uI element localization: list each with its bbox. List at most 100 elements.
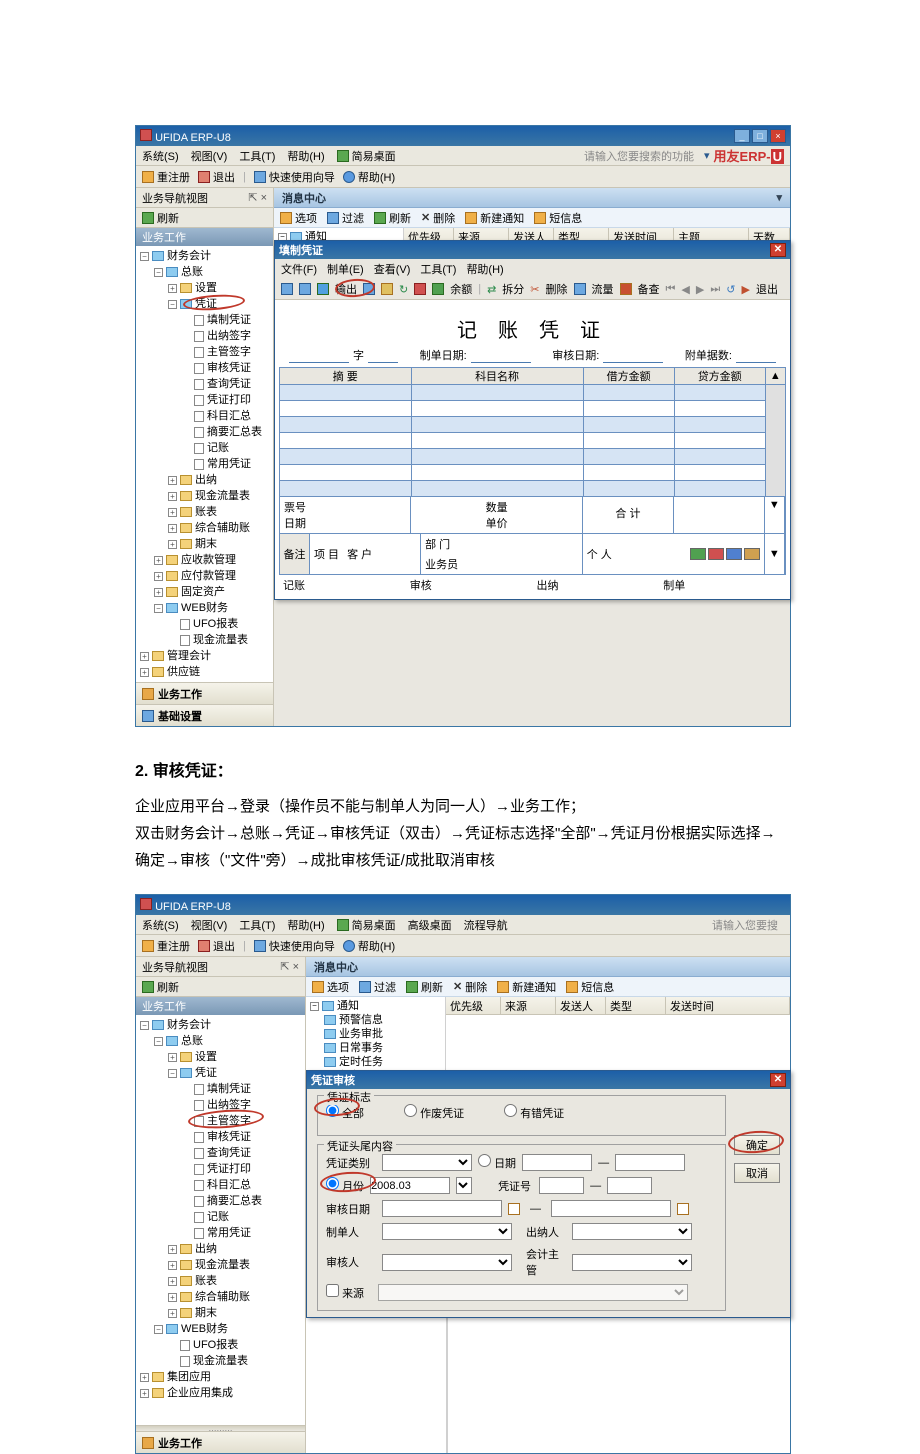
vmenu-view[interactable]: 查看(V) <box>374 261 411 277</box>
sidebar-btn-work-2[interactable]: 业务工作 <box>136 1431 305 1453</box>
menu-view[interactable]: 视图(V) <box>191 148 228 164</box>
menu-simple-desktop[interactable]: 简易桌面 <box>337 148 396 164</box>
cal-icon-1[interactable] <box>508 1203 520 1215</box>
menu2-tools[interactable]: 工具(T) <box>239 917 275 933</box>
node2-finance[interactable]: −财务会计 <box>140 1017 305 1033</box>
node-ap[interactable]: +应付款管理 <box>154 568 273 584</box>
voucher-row[interactable] <box>280 401 786 417</box>
radio-void-input[interactable] <box>404 1104 417 1117</box>
mc2-options[interactable]: 选项 <box>312 979 349 995</box>
node2-common[interactable]: 常用凭证 <box>182 1225 305 1241</box>
node2-ent[interactable]: +企业应用集成 <box>140 1385 305 1401</box>
sidebar-btn-base[interactable]: 基础设置 <box>136 704 273 726</box>
mc2-refresh[interactable]: 刷新 <box>406 979 443 995</box>
voucher-row[interactable] <box>280 417 786 433</box>
node2-webfin[interactable]: −WEB财务 <box>154 1321 305 1337</box>
sel-type[interactable] <box>382 1154 472 1171</box>
node-voucher[interactable]: −凭证 <box>168 296 273 312</box>
node-print-voucher[interactable]: 凭证打印 <box>182 392 273 408</box>
mc-newnotice[interactable]: 新建通知 <box>465 210 524 226</box>
node-chief-sign[interactable]: 主管签字 <box>182 344 273 360</box>
node-audit-voucher[interactable]: 审核凭证 <box>182 360 273 376</box>
menu2-advanced[interactable]: 高级桌面 <box>408 917 452 933</box>
vtb-flow-icon[interactable] <box>574 283 586 295</box>
sel-auditor[interactable] <box>382 1254 512 1271</box>
vtb-flow[interactable]: 流量 <box>592 281 614 297</box>
mc2-node-daily[interactable]: 日常事务 <box>324 1041 441 1055</box>
vmenu-make[interactable]: 制单(E) <box>327 261 364 277</box>
node2-audit[interactable]: 审核凭证 <box>182 1129 305 1145</box>
vtb-output[interactable]: 输出 <box>335 281 357 297</box>
reregister-button-2[interactable]: 重注册 <box>142 938 190 954</box>
node2-print[interactable]: 凭证打印 <box>182 1161 305 1177</box>
voucher-row[interactable] <box>280 465 786 481</box>
menu2-help[interactable]: 帮助(H) <box>287 917 324 933</box>
node-cashflow2[interactable]: 现金流量表 <box>168 632 273 648</box>
node-ledger[interactable]: +账表 <box>168 504 273 520</box>
mc2-sms[interactable]: 短信息 <box>566 979 614 995</box>
node-setup[interactable]: +设置 <box>168 280 273 296</box>
node-cashflow[interactable]: +现金流量表 <box>168 488 273 504</box>
date-to[interactable] <box>615 1154 685 1171</box>
menu2-system[interactable]: 系统(S) <box>142 917 179 933</box>
voucher-zi-input[interactable] <box>289 347 349 363</box>
mc-filter[interactable]: 过滤 <box>327 210 364 226</box>
mc2-node-approve[interactable]: 业务审批 <box>324 1027 441 1041</box>
node2-ledger[interactable]: +账表 <box>168 1273 305 1289</box>
mc2-filter[interactable]: 过滤 <box>359 979 396 995</box>
vtb-amount[interactable]: 余额 <box>450 281 472 297</box>
sel-chief[interactable] <box>572 1254 692 1271</box>
menu-tools[interactable]: 工具(T) <box>239 148 275 164</box>
audit-date-from[interactable] <box>382 1200 502 1217</box>
menu2-simple[interactable]: 简易桌面 <box>337 917 396 933</box>
node-query-voucher[interactable]: 查询凭证 <box>182 376 273 392</box>
radio-date-input[interactable] <box>478 1154 491 1167</box>
vtb-bar-icon[interactable] <box>432 283 444 295</box>
node2-cashflow2[interactable]: 现金流量表 <box>168 1353 305 1369</box>
cal-icon-2[interactable] <box>677 1203 689 1215</box>
sidebar-btn-work[interactable]: 业务工作 <box>136 682 273 704</box>
voucher-row[interactable] <box>280 433 786 449</box>
node-aux[interactable]: +综合辅助账 <box>168 520 273 536</box>
node-gl[interactable]: −总账 <box>154 264 273 280</box>
vtb-chart-icon[interactable] <box>414 283 426 295</box>
voucher-row[interactable] <box>280 385 786 401</box>
vmenu-tools[interactable]: 工具(T) <box>420 261 456 277</box>
cancel-button[interactable]: 取消 <box>734 1163 780 1183</box>
col2-source[interactable]: 来源 <box>501 997 556 1015</box>
node-supply[interactable]: +供应链 <box>140 664 273 680</box>
close-button[interactable]: × <box>770 129 786 143</box>
reregister-button[interactable]: 重注册 <box>142 169 190 185</box>
radio-all-input[interactable] <box>326 1104 339 1117</box>
radio-month-input[interactable] <box>326 1177 339 1190</box>
radio-month[interactable]: 月份 <box>326 1177 364 1194</box>
node-common[interactable]: 常用凭证 <box>182 456 273 472</box>
vtb-del[interactable]: 删除 <box>546 281 568 297</box>
vmenu-help[interactable]: 帮助(H) <box>466 261 503 277</box>
col2-priority[interactable]: 优先级 <box>446 997 501 1015</box>
node2-period[interactable]: +期末 <box>168 1305 305 1321</box>
node-mgt[interactable]: +管理会计 <box>140 648 273 664</box>
vmenu-file[interactable]: 文件(F) <box>281 261 317 277</box>
vtb-split[interactable]: 拆分 <box>502 281 524 297</box>
menu-help[interactable]: 帮助(H) <box>287 148 324 164</box>
sidebar-pin[interactable]: ⇱ × <box>248 191 267 204</box>
node2-aux[interactable]: +综合辅助账 <box>168 1289 305 1305</box>
sidebar-refresh-2[interactable]: 刷新 <box>136 977 305 997</box>
col2-sendtime[interactable]: 发送时间 <box>666 997 790 1015</box>
node-webfin[interactable]: −WEB财务 <box>154 600 273 616</box>
radio-err-input[interactable] <box>504 1104 517 1117</box>
wizard-button[interactable]: 快速使用向导 <box>254 169 335 185</box>
sidebar-pin-2[interactable]: ⇱ × <box>280 960 299 973</box>
vtb-check-icon[interactable] <box>620 283 632 295</box>
node2-summary[interactable]: 科目汇总 <box>182 1177 305 1193</box>
node2-cash[interactable]: +出纳 <box>168 1241 305 1257</box>
audit-date-to[interactable] <box>551 1200 671 1217</box>
voucher-no-input[interactable] <box>368 347 398 363</box>
mc2-delete[interactable]: ✕删除 <box>453 979 487 995</box>
node-fa[interactable]: +固定资产 <box>154 584 273 600</box>
mc2-newnotice[interactable]: 新建通知 <box>497 979 556 995</box>
node2-setup[interactable]: +设置 <box>168 1049 305 1065</box>
voucher-close-icon[interactable]: ✕ <box>770 243 786 257</box>
voucher-row[interactable] <box>280 449 786 465</box>
